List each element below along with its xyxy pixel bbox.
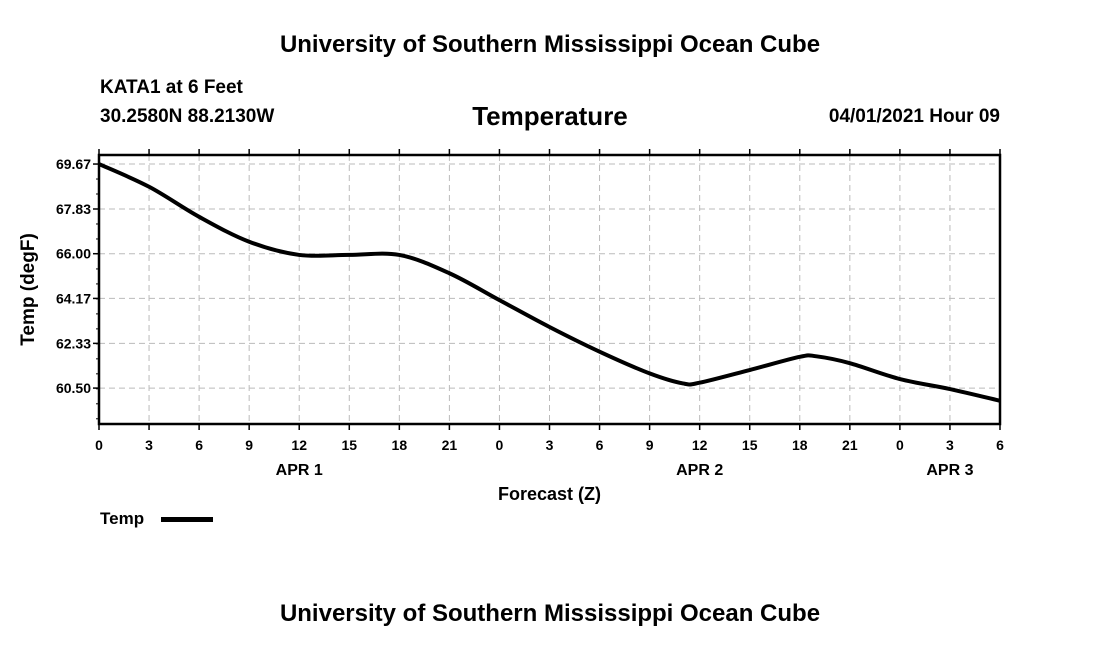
- y-tick-label: 66.00: [56, 246, 91, 262]
- x-tick-label: 6: [596, 437, 604, 453]
- x-tick-label: 18: [392, 437, 408, 453]
- y-tick-label: 62.33: [56, 335, 91, 351]
- x-tick-label: 6: [195, 437, 203, 453]
- forecast-datetime: 04/01/2021 Hour 09: [828, 106, 1000, 127]
- x-tick-label: 9: [245, 437, 253, 453]
- date-label: APR 1: [276, 462, 323, 479]
- x-tick-label: 15: [742, 437, 758, 453]
- x-tick-label: 0: [896, 437, 904, 453]
- chart-title: Temperature: [472, 101, 628, 131]
- date-label: APR 3: [926, 462, 973, 479]
- station-coords: 30.2580N 88.2130W: [100, 106, 275, 127]
- x-tick-label: 12: [692, 437, 708, 453]
- y-tick-label: 60.50: [56, 380, 91, 396]
- x-tick-label: 9: [646, 437, 654, 453]
- x-tick-label: 21: [442, 437, 458, 453]
- plot-frame: [97, 153, 1002, 426]
- y-tick-label: 67.83: [56, 201, 91, 217]
- x-tick-label: 0: [95, 437, 103, 453]
- legend-swatch: [161, 517, 213, 522]
- y-tick-label: 64.17: [56, 290, 91, 306]
- x-tick-label: 0: [496, 437, 504, 453]
- legend-label: Temp: [100, 509, 145, 528]
- x-tick-label: 21: [842, 437, 858, 453]
- x-axis-label: Forecast (Z): [498, 484, 601, 504]
- date-label: APR 2: [676, 462, 723, 479]
- title-bottom: University of Southern Mississippi Ocean…: [279, 600, 821, 627]
- x-tick-label: 3: [946, 437, 954, 453]
- x-tick-label: 6: [996, 437, 1004, 453]
- x-tick-label: 3: [145, 437, 153, 453]
- y-axis-label: Temp (degF): [18, 233, 39, 346]
- title-top: University of Southern Mississippi Ocean…: [279, 31, 821, 58]
- series-line-temp: [98, 162, 1001, 403]
- x-tick-label: 18: [792, 437, 808, 453]
- x-tick-label: 12: [291, 437, 307, 453]
- station-label: KATA1 at 6 Feet: [100, 77, 243, 98]
- y-tick-label: 69.67: [56, 156, 91, 172]
- x-tick-label: 3: [546, 437, 554, 453]
- x-tick-label: 15: [341, 437, 357, 453]
